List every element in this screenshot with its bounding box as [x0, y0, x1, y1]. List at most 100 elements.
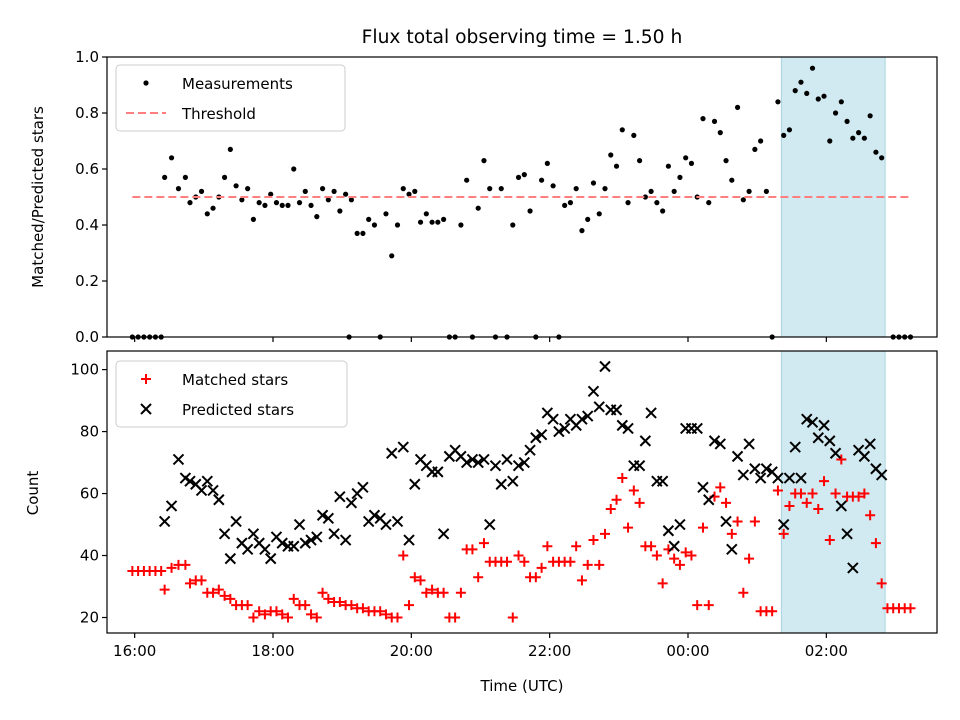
data-point [417, 219, 424, 225]
data-point [616, 419, 628, 432]
data-point [337, 208, 343, 214]
data-point [276, 537, 288, 549]
data-point [397, 441, 409, 453]
data-point [467, 544, 478, 555]
data-point [553, 425, 565, 438]
data-point [495, 478, 507, 490]
data-point [726, 528, 737, 539]
data-point [213, 584, 224, 595]
data-point [662, 525, 675, 537]
data-point [639, 435, 652, 447]
data-point [478, 538, 489, 549]
data-point [412, 188, 418, 194]
data-point [688, 160, 695, 166]
data-point [752, 146, 758, 152]
data-point [703, 494, 715, 506]
data-point [409, 478, 421, 490]
data-point [264, 552, 277, 565]
data-point [391, 515, 404, 528]
data-point [311, 531, 323, 543]
data-point [542, 541, 553, 552]
data-point [277, 609, 288, 620]
data-point [435, 219, 441, 225]
data-point [513, 550, 524, 561]
data-point [519, 556, 530, 567]
data-point [306, 609, 317, 620]
data-point [259, 609, 270, 620]
data-point [813, 504, 824, 515]
data-point [671, 188, 677, 194]
data-point [767, 606, 778, 617]
data-point [432, 466, 444, 478]
data-point [187, 200, 193, 206]
data-point [168, 155, 175, 161]
data-point [605, 504, 616, 515]
data-point [319, 186, 326, 192]
legend-label: Predicted stars [182, 401, 294, 419]
data-point [437, 528, 450, 540]
data-point [832, 110, 839, 116]
data-point [473, 572, 484, 583]
data-point [455, 587, 466, 598]
y-tick-label: 1.0 [75, 48, 99, 66]
y-tick-label: 40 [80, 547, 99, 565]
data-point [331, 188, 337, 194]
data-point [645, 407, 657, 419]
y-tick-label: 20 [80, 609, 99, 627]
data-point [403, 534, 415, 546]
data-point [830, 488, 841, 499]
data-point [339, 534, 352, 546]
data-point [218, 528, 231, 540]
data-point [778, 528, 789, 539]
data-point [464, 177, 470, 183]
data-point [691, 422, 703, 435]
data-point [850, 135, 856, 141]
data-point [827, 138, 833, 144]
data-point [858, 450, 871, 463]
data-point [472, 456, 484, 469]
data-point [838, 99, 844, 105]
data-point [166, 562, 177, 573]
series-matched-stars [127, 454, 916, 623]
data-point [512, 459, 525, 472]
data-point [300, 600, 311, 611]
data-point [308, 202, 314, 208]
x-tick-label: 22:00 [528, 642, 571, 660]
data-point [530, 572, 541, 583]
data-point [824, 535, 835, 546]
data-point [807, 488, 818, 499]
data-point [421, 587, 432, 598]
data-point [221, 174, 228, 180]
data-point [354, 230, 360, 236]
y-tick-label: 0.0 [75, 328, 99, 346]
figure-title: Flux total observing time = 1.50 h [362, 27, 683, 48]
data-point [700, 116, 706, 122]
data-point [201, 475, 213, 487]
data-point [328, 528, 340, 540]
data-point [460, 456, 473, 469]
data-point [366, 216, 372, 222]
data-point [617, 473, 628, 484]
data-point [383, 211, 389, 217]
x-tick-label: 18:00 [251, 642, 294, 660]
data-point [729, 177, 735, 183]
data-point [763, 188, 769, 194]
y-tick-label: 0.6 [75, 160, 99, 178]
data-point [596, 211, 602, 217]
data-point [795, 472, 807, 484]
data-point [487, 186, 493, 192]
data-point [815, 96, 821, 102]
data-point [311, 612, 322, 623]
data-point [628, 485, 639, 496]
data-point [314, 214, 320, 220]
data-point [744, 553, 755, 564]
data-point [245, 186, 251, 192]
y-tick-label: 80 [80, 423, 99, 441]
data-point [233, 183, 239, 189]
data-point [717, 130, 723, 136]
data-point [642, 194, 648, 200]
data-point [371, 222, 378, 228]
data-point [738, 587, 749, 598]
data-point [389, 253, 395, 259]
